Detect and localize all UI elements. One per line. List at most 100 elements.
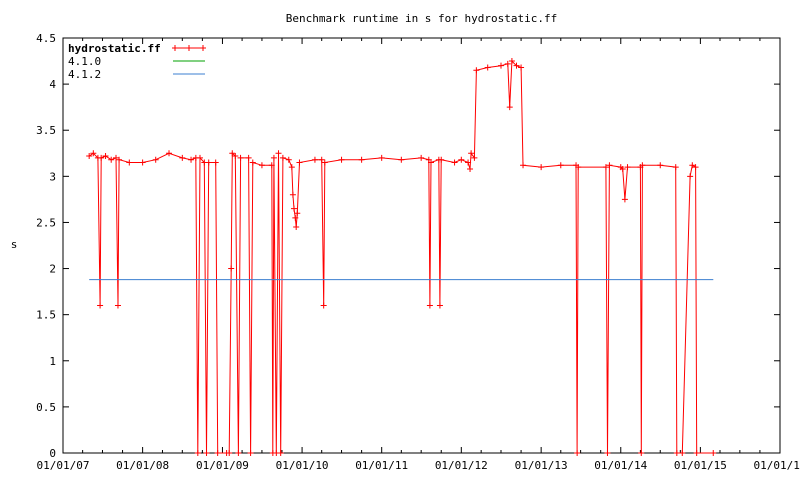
series-line-hydrostatic-ff xyxy=(88,59,714,454)
data-point xyxy=(214,450,221,456)
data-point xyxy=(427,159,434,166)
data-point xyxy=(279,154,286,161)
data-point xyxy=(247,450,254,456)
data-point xyxy=(320,302,327,309)
data-point xyxy=(179,154,186,161)
data-point xyxy=(311,156,318,163)
data-point xyxy=(321,159,328,166)
data-point xyxy=(468,150,475,157)
data-point xyxy=(458,156,465,163)
data-point xyxy=(291,205,298,212)
data-point xyxy=(624,164,631,171)
data-point xyxy=(292,214,299,221)
data-point xyxy=(166,150,173,157)
data-point xyxy=(687,173,694,180)
data-point xyxy=(378,154,385,161)
data-point xyxy=(436,302,443,309)
y-tick-label: 4.5 xyxy=(36,32,56,45)
data-point xyxy=(673,450,680,456)
x-tick-label: 01/01/08 xyxy=(116,459,169,472)
y-tick-label: 2 xyxy=(49,263,56,276)
data-point xyxy=(188,156,195,163)
data-point xyxy=(606,162,613,169)
data-point xyxy=(619,165,626,172)
y-tick-label: 1.5 xyxy=(36,309,56,322)
data-point xyxy=(294,210,301,217)
x-tick-label: 01/01/11 xyxy=(355,459,408,472)
data-point xyxy=(520,162,527,169)
series-layer xyxy=(86,58,717,456)
x-tick-label: 01/01/07 xyxy=(37,459,90,472)
data-point xyxy=(602,164,609,171)
x-tick-label: 01/01/16 xyxy=(754,459,800,472)
data-point xyxy=(196,154,203,161)
x-tick-label: 01/01/13 xyxy=(515,459,568,472)
plot-frame xyxy=(62,37,781,454)
y-tick-label: 2.5 xyxy=(36,216,56,229)
data-point xyxy=(232,153,239,160)
data-point xyxy=(467,165,474,172)
data-point xyxy=(638,450,645,456)
data-point xyxy=(205,159,212,166)
data-point xyxy=(249,159,256,166)
data-point xyxy=(86,153,93,160)
data-point xyxy=(98,154,105,161)
y-tick-label: 3 xyxy=(49,170,56,183)
data-point xyxy=(245,154,252,161)
data-point xyxy=(513,62,520,69)
data-point xyxy=(426,302,433,309)
data-point xyxy=(398,156,405,163)
data-point xyxy=(358,156,365,163)
legend-marker xyxy=(200,45,206,51)
data-point xyxy=(113,154,120,161)
y-tick-label: 1 xyxy=(49,355,56,368)
data-point xyxy=(471,154,478,161)
data-point xyxy=(226,450,233,456)
data-point xyxy=(679,450,686,456)
legend-marker xyxy=(172,45,178,51)
data-point xyxy=(152,156,159,163)
data-point xyxy=(338,156,345,163)
data-point xyxy=(438,156,445,163)
data-point xyxy=(657,162,664,169)
y-tick-label: 0.5 xyxy=(36,401,56,414)
y-tick-label: 3.5 xyxy=(36,124,56,137)
data-point xyxy=(212,159,219,166)
data-point xyxy=(289,191,296,198)
data-point xyxy=(102,153,109,160)
data-point xyxy=(538,164,545,171)
data-point xyxy=(235,450,242,456)
data-point xyxy=(693,450,700,456)
data-point xyxy=(672,164,679,171)
legend: hydrostatic.ff4.1.04.1.2 xyxy=(68,42,206,81)
y-tick-label: 4 xyxy=(49,78,56,91)
data-point xyxy=(473,67,480,74)
data-point xyxy=(114,302,121,309)
data-point xyxy=(275,150,282,157)
data-point xyxy=(418,154,425,161)
data-point xyxy=(277,450,284,456)
data-point xyxy=(504,60,511,67)
x-tick-label: 01/01/09 xyxy=(196,459,249,472)
data-point xyxy=(194,450,201,456)
x-axis: 01/01/07 01/01/08 01/01/09 01/01/10 01/01/11… xyxy=(37,38,800,472)
y-axis-label: s xyxy=(11,238,18,251)
data-point xyxy=(318,156,325,163)
data-point xyxy=(557,162,564,169)
data-point xyxy=(258,162,265,169)
legend-marker xyxy=(186,45,192,51)
data-point xyxy=(203,450,210,456)
legend-label: hydrostatic.ff xyxy=(68,42,161,55)
legend-label: 4.1.2 xyxy=(68,68,101,81)
data-point xyxy=(285,156,292,163)
legend-label: 4.1.0 xyxy=(68,55,101,68)
data-point xyxy=(126,159,133,166)
data-point xyxy=(498,62,505,69)
data-point xyxy=(575,164,582,171)
chart-title: Benchmark runtime in s for hydrostatic.f… xyxy=(286,12,558,25)
data-point xyxy=(139,159,146,166)
x-tick-label: 01/01/10 xyxy=(276,459,329,472)
data-point xyxy=(508,58,515,65)
data-point xyxy=(465,159,472,166)
